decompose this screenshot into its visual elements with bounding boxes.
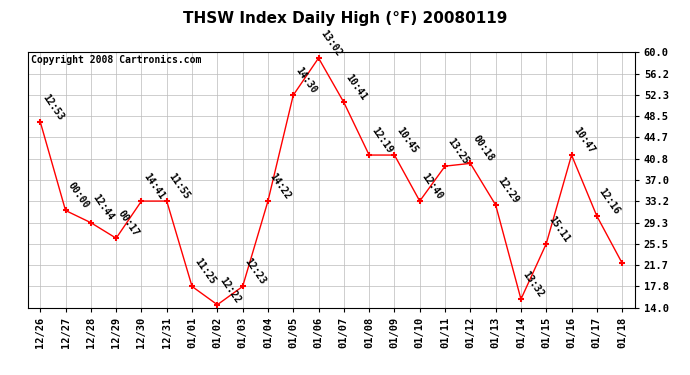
Text: 12:29: 12:29 <box>495 175 521 205</box>
Text: 14:41: 14:41 <box>141 171 166 201</box>
Text: THSW Index Daily High (°F) 20080119: THSW Index Daily High (°F) 20080119 <box>183 11 507 26</box>
Text: 14:30: 14:30 <box>293 65 318 95</box>
Text: 10:45: 10:45 <box>395 125 420 155</box>
Text: 12:22: 12:22 <box>217 275 242 305</box>
Text: 12:44: 12:44 <box>91 193 116 223</box>
Text: 12:16: 12:16 <box>597 186 622 216</box>
Text: 14:22: 14:22 <box>268 171 293 201</box>
Text: 00:18: 00:18 <box>471 134 495 164</box>
Text: 13:32: 13:32 <box>521 269 546 299</box>
Text: 12:40: 12:40 <box>420 171 445 201</box>
Text: 00:00: 00:00 <box>66 181 90 210</box>
Text: 10:47: 10:47 <box>571 125 597 155</box>
Text: Copyright 2008 Cartronics.com: Copyright 2008 Cartronics.com <box>30 55 201 65</box>
Text: 00:17: 00:17 <box>116 209 141 238</box>
Text: 11:55: 11:55 <box>167 171 192 201</box>
Text: 11:25: 11:25 <box>192 256 217 286</box>
Text: 13:02: 13:02 <box>319 28 344 58</box>
Text: 12:19: 12:19 <box>369 125 394 155</box>
Text: 10:41: 10:41 <box>344 73 369 102</box>
Text: 12:23: 12:23 <box>243 256 268 286</box>
Text: 15:11: 15:11 <box>546 214 571 244</box>
Text: 13:25: 13:25 <box>445 136 470 166</box>
Text: 12:53: 12:53 <box>40 92 66 122</box>
